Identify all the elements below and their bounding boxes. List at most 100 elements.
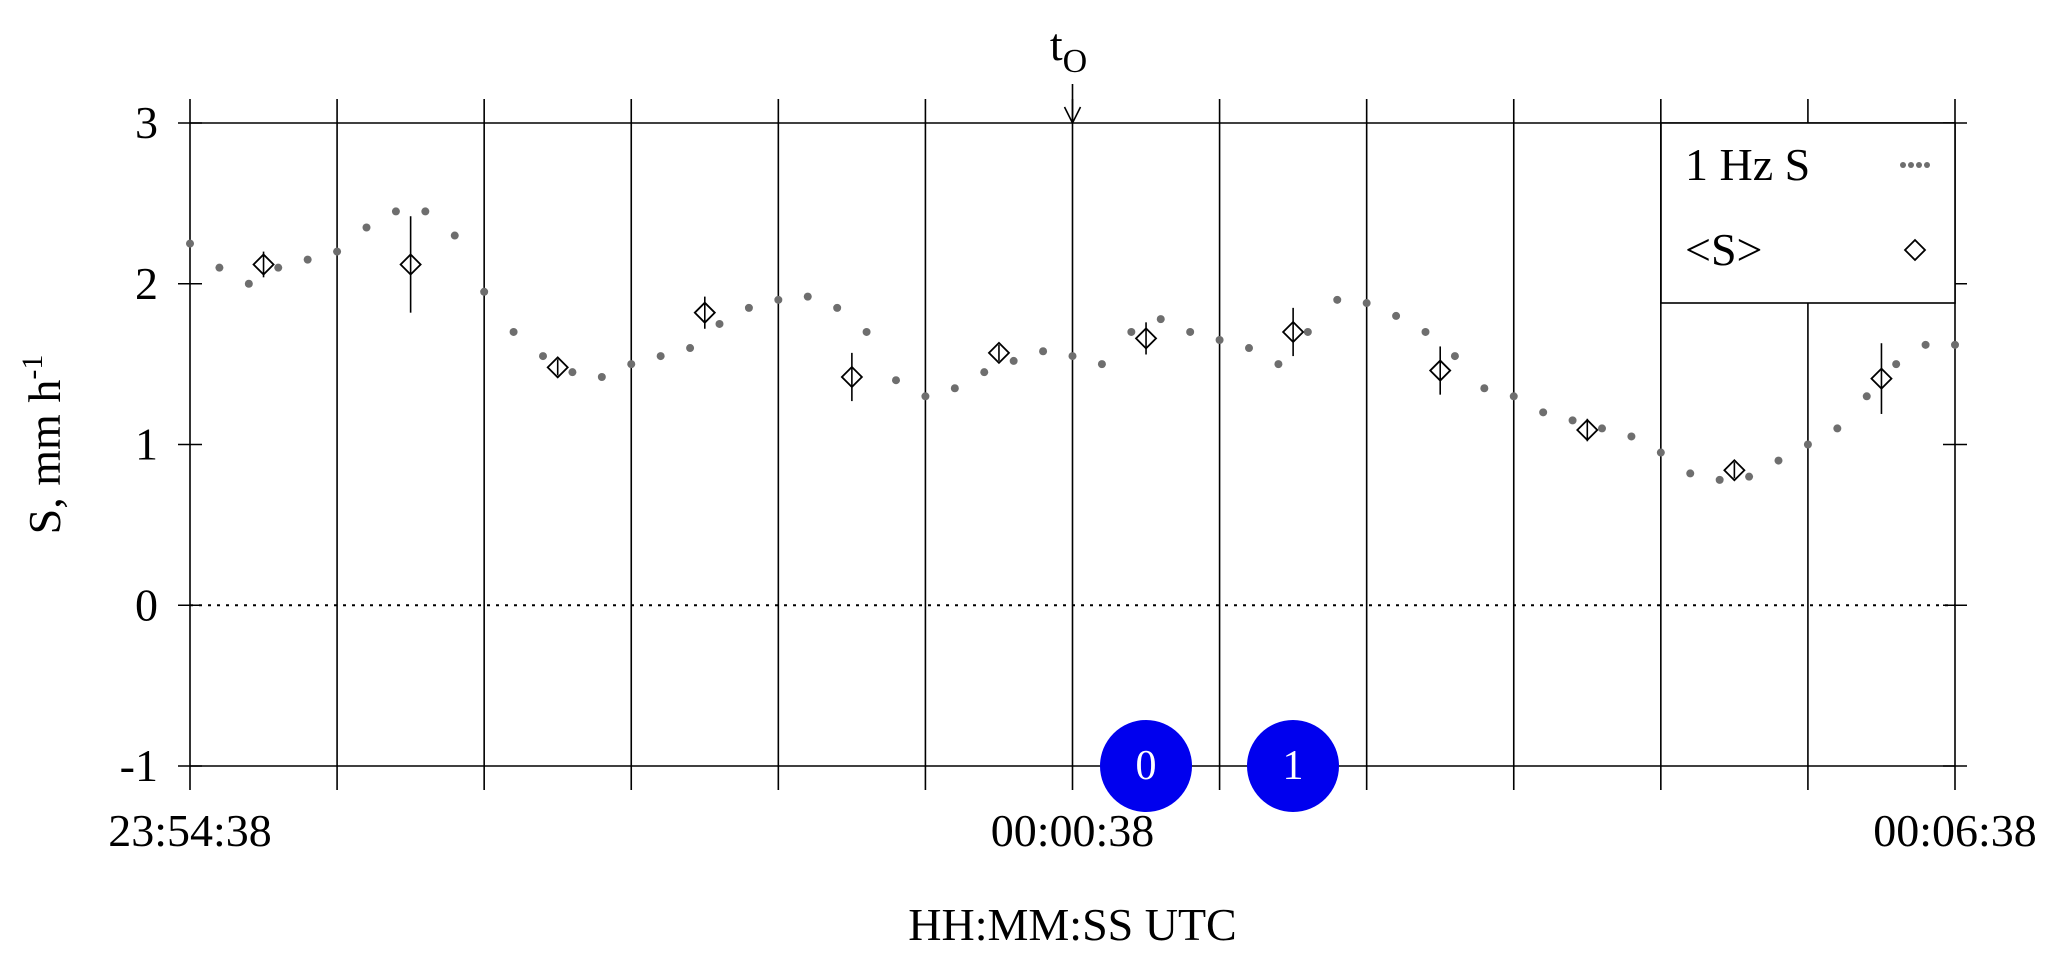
data-point — [1333, 295, 1342, 304]
mean-marker — [252, 253, 275, 276]
data-point — [1951, 340, 1959, 349]
data-point — [1656, 448, 1665, 457]
data-point — [421, 207, 430, 216]
mean-marker — [1870, 367, 1893, 390]
data-point — [1274, 360, 1283, 369]
data-point — [1892, 360, 1901, 369]
mean-marker — [1723, 458, 1746, 482]
legend-label: 1 Hz S — [1685, 139, 1810, 190]
y-axis-label-text: S, mm h — [19, 380, 70, 535]
legend-label: <S> — [1685, 224, 1762, 275]
data-point — [921, 392, 930, 401]
badge[interactable]: 0 — [1100, 720, 1192, 812]
data-point — [1068, 352, 1077, 361]
data-point — [1686, 469, 1695, 478]
data-point — [1362, 299, 1371, 308]
data-point — [1421, 327, 1430, 336]
y-axis-label: S, mm h-1 — [16, 355, 70, 535]
legend-marker — [1916, 162, 1922, 168]
data-point — [1186, 327, 1195, 336]
data-point — [362, 223, 371, 232]
legend-marker — [1900, 162, 1906, 168]
mean-marker — [1134, 327, 1158, 350]
data-point — [1392, 311, 1401, 320]
data-point — [715, 319, 724, 328]
data-point — [391, 207, 400, 216]
data-point — [450, 231, 459, 240]
mean-marker — [693, 301, 717, 324]
data-point — [480, 287, 489, 296]
mean-marker — [1576, 418, 1599, 442]
data-point — [1568, 416, 1577, 425]
x-tick-label: 00:06:38 — [1873, 805, 2037, 856]
data-point — [1598, 424, 1606, 433]
annotation-subscript: O — [1063, 43, 1088, 80]
mean-marker — [1281, 320, 1305, 344]
data-point — [1627, 432, 1636, 441]
data-point — [892, 376, 900, 385]
data-point — [1097, 360, 1106, 369]
data-point — [274, 263, 283, 272]
y-tick-label: 3 — [135, 97, 158, 148]
data-point — [303, 255, 312, 264]
annotation: tO — [1050, 19, 1087, 80]
data-point — [774, 295, 783, 304]
data-point — [1715, 475, 1724, 484]
data-point — [568, 368, 577, 377]
mean-marker — [1428, 359, 1452, 382]
x-axis-label: HH:MM:SS UTC — [908, 899, 1236, 950]
y-axis-label-sup: -1 — [16, 355, 49, 380]
data-point — [1774, 456, 1783, 465]
data-point — [833, 303, 842, 312]
data-point — [509, 327, 518, 336]
badge[interactable]: 1 — [1247, 720, 1339, 812]
data-point — [1833, 424, 1842, 433]
data-point — [1303, 327, 1312, 336]
legend-marker — [1924, 162, 1930, 168]
data-point — [539, 352, 547, 361]
data-point — [627, 360, 636, 369]
data-point — [333, 247, 342, 256]
x-tick-label: 23:54:38 — [108, 805, 272, 856]
mean-marker — [840, 365, 864, 389]
data-point — [1039, 347, 1048, 356]
y-tick-label: -1 — [120, 740, 158, 791]
data-point — [1215, 336, 1224, 345]
annotation-arrow — [1063, 106, 1082, 125]
x-tick-label: 00:00:38 — [991, 805, 1155, 856]
y-tick-label: 0 — [135, 579, 158, 630]
data-point — [597, 372, 606, 381]
mean-marker — [399, 253, 422, 276]
data-point — [656, 352, 665, 361]
data-point — [950, 384, 959, 393]
data-point — [1539, 408, 1548, 417]
data-point — [215, 263, 224, 272]
data-point — [1862, 392, 1871, 401]
data-point — [1450, 352, 1459, 361]
legend-marker — [1908, 162, 1914, 168]
data-point — [1127, 327, 1136, 336]
y-tick-label: 2 — [135, 258, 158, 309]
annotation-text: t — [1050, 19, 1063, 70]
data-point — [803, 292, 812, 301]
data-point — [1509, 392, 1518, 401]
legend-marker — [1903, 238, 1927, 262]
data-point — [686, 344, 695, 353]
mean-marker — [987, 341, 1011, 365]
data-point — [186, 239, 194, 248]
data-point — [980, 368, 989, 377]
data-point — [1245, 344, 1253, 353]
data-point — [1156, 315, 1165, 324]
data-point — [244, 279, 253, 288]
data-point — [1803, 440, 1812, 449]
data-point — [862, 327, 871, 336]
data-point — [1745, 472, 1754, 481]
data-point — [1009, 356, 1018, 365]
mean-marker — [546, 356, 569, 379]
data-point — [1921, 340, 1930, 349]
data-point — [744, 303, 753, 312]
data-point — [1480, 384, 1489, 393]
